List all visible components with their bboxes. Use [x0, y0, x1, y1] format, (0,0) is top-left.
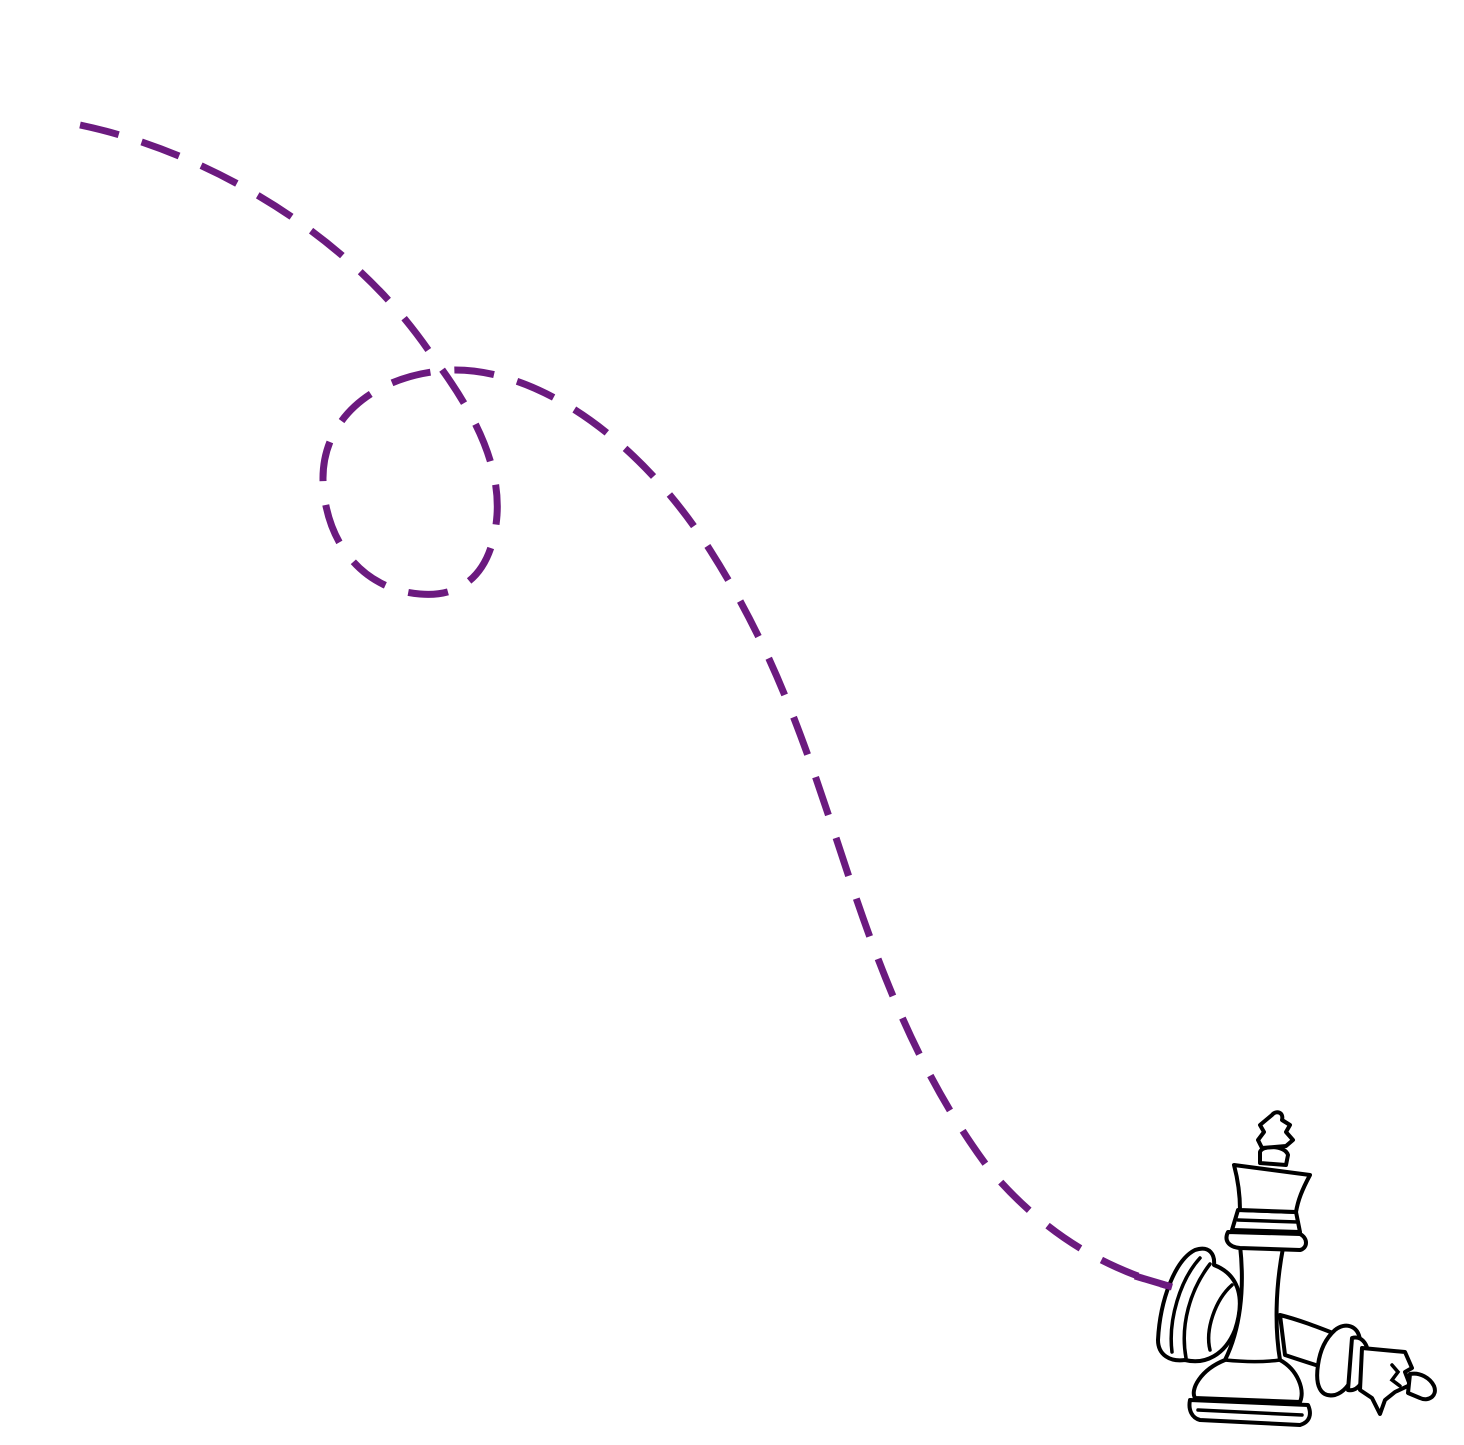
dashed-path-end: [1134, 1272, 1173, 1291]
standing-chess-king-icon: [1187, 1110, 1312, 1427]
fallen-chess-king-icon: [1278, 1313, 1437, 1416]
dashed-path: [79, 121, 1176, 1292]
fallen-piece-base-icon: [1156, 1246, 1242, 1364]
